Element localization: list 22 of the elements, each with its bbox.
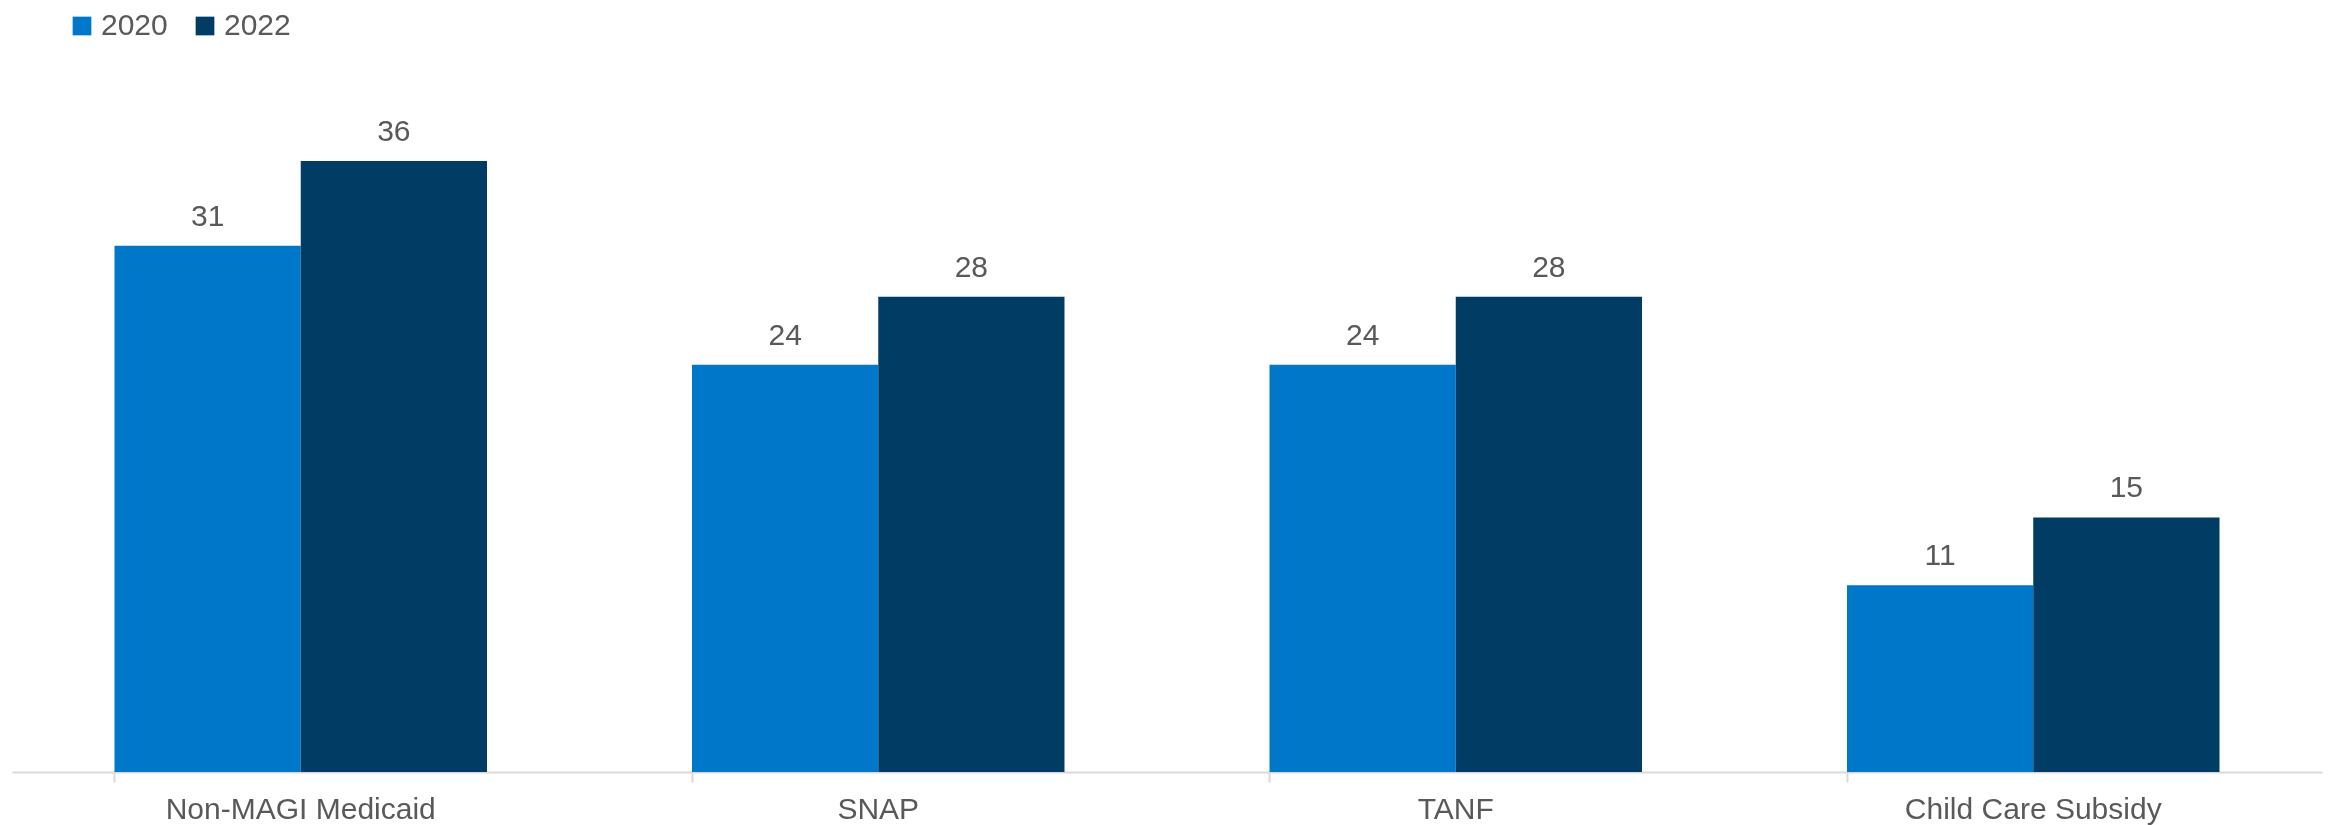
x-tick-label: Child Care Subsidy xyxy=(1904,791,2162,825)
legend-label: 2020 xyxy=(101,8,168,41)
data-label: 24 xyxy=(1345,317,1380,351)
legend-label: 2022 xyxy=(224,8,291,41)
bar xyxy=(2033,517,2220,772)
bar xyxy=(1455,296,1642,772)
data-label: 24 xyxy=(768,317,802,351)
data-label: 15 xyxy=(2109,470,2144,504)
data-label: 28 xyxy=(954,249,989,283)
bar xyxy=(692,364,879,772)
data-label: 11 xyxy=(1924,538,1956,572)
bar xyxy=(878,296,1065,772)
data-label: 31 xyxy=(190,198,225,232)
data-label: 36 xyxy=(377,114,411,147)
x-tick-label: Non-MAGI Medicaid xyxy=(165,791,436,825)
x-tick-label: SNAP xyxy=(837,791,920,825)
bar xyxy=(1269,364,1456,772)
x-tick-label: TANF xyxy=(1417,791,1494,825)
bar xyxy=(300,161,487,772)
data-label: 28 xyxy=(1532,249,1566,283)
bar xyxy=(1847,585,2034,772)
bar xyxy=(114,245,301,772)
